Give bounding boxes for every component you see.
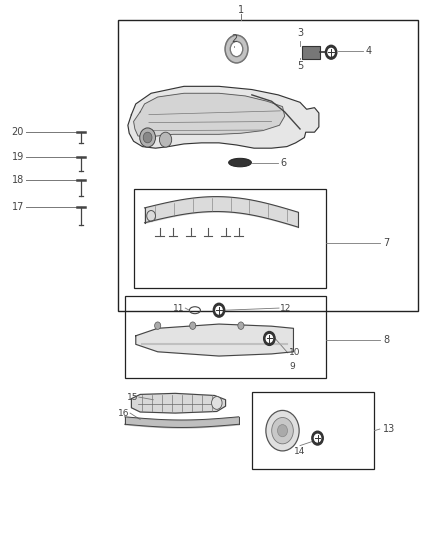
Text: 19: 19 xyxy=(12,152,24,162)
Text: 9: 9 xyxy=(289,362,295,371)
Circle shape xyxy=(213,303,225,317)
Text: 2: 2 xyxy=(231,34,237,44)
Text: 5: 5 xyxy=(297,61,303,71)
Circle shape xyxy=(159,132,172,147)
Text: 16: 16 xyxy=(118,409,129,417)
Circle shape xyxy=(238,322,244,329)
Text: 8: 8 xyxy=(383,335,389,345)
Polygon shape xyxy=(128,86,319,148)
Circle shape xyxy=(140,128,155,147)
Polygon shape xyxy=(131,393,226,413)
Bar xyxy=(302,46,320,59)
Text: 20: 20 xyxy=(12,127,24,137)
Circle shape xyxy=(328,49,334,56)
Text: 15: 15 xyxy=(127,393,138,401)
Bar xyxy=(134,189,326,288)
Bar xyxy=(252,392,374,469)
Circle shape xyxy=(278,425,287,437)
Text: 14: 14 xyxy=(294,447,306,456)
Circle shape xyxy=(155,322,161,329)
Circle shape xyxy=(314,434,321,442)
Circle shape xyxy=(143,132,152,143)
Text: 13: 13 xyxy=(383,424,396,434)
Text: 3: 3 xyxy=(297,28,303,38)
Circle shape xyxy=(264,332,275,345)
Polygon shape xyxy=(136,324,293,356)
Text: 4: 4 xyxy=(366,46,372,55)
Text: 11: 11 xyxy=(173,304,184,312)
Circle shape xyxy=(266,335,272,342)
Text: 6: 6 xyxy=(280,158,286,167)
Text: 18: 18 xyxy=(12,175,24,185)
Circle shape xyxy=(325,45,337,59)
Text: 12: 12 xyxy=(280,304,292,312)
Bar xyxy=(125,296,326,378)
Circle shape xyxy=(266,410,299,451)
Circle shape xyxy=(216,306,222,314)
Text: 10: 10 xyxy=(289,349,300,357)
Text: 1: 1 xyxy=(238,5,244,14)
Circle shape xyxy=(212,397,222,409)
Circle shape xyxy=(272,417,293,444)
Ellipse shape xyxy=(229,158,251,167)
Text: 7: 7 xyxy=(383,238,389,247)
Circle shape xyxy=(190,322,196,329)
Text: 17: 17 xyxy=(12,202,24,212)
Bar xyxy=(118,20,418,311)
Circle shape xyxy=(312,431,323,445)
Polygon shape xyxy=(134,93,285,138)
